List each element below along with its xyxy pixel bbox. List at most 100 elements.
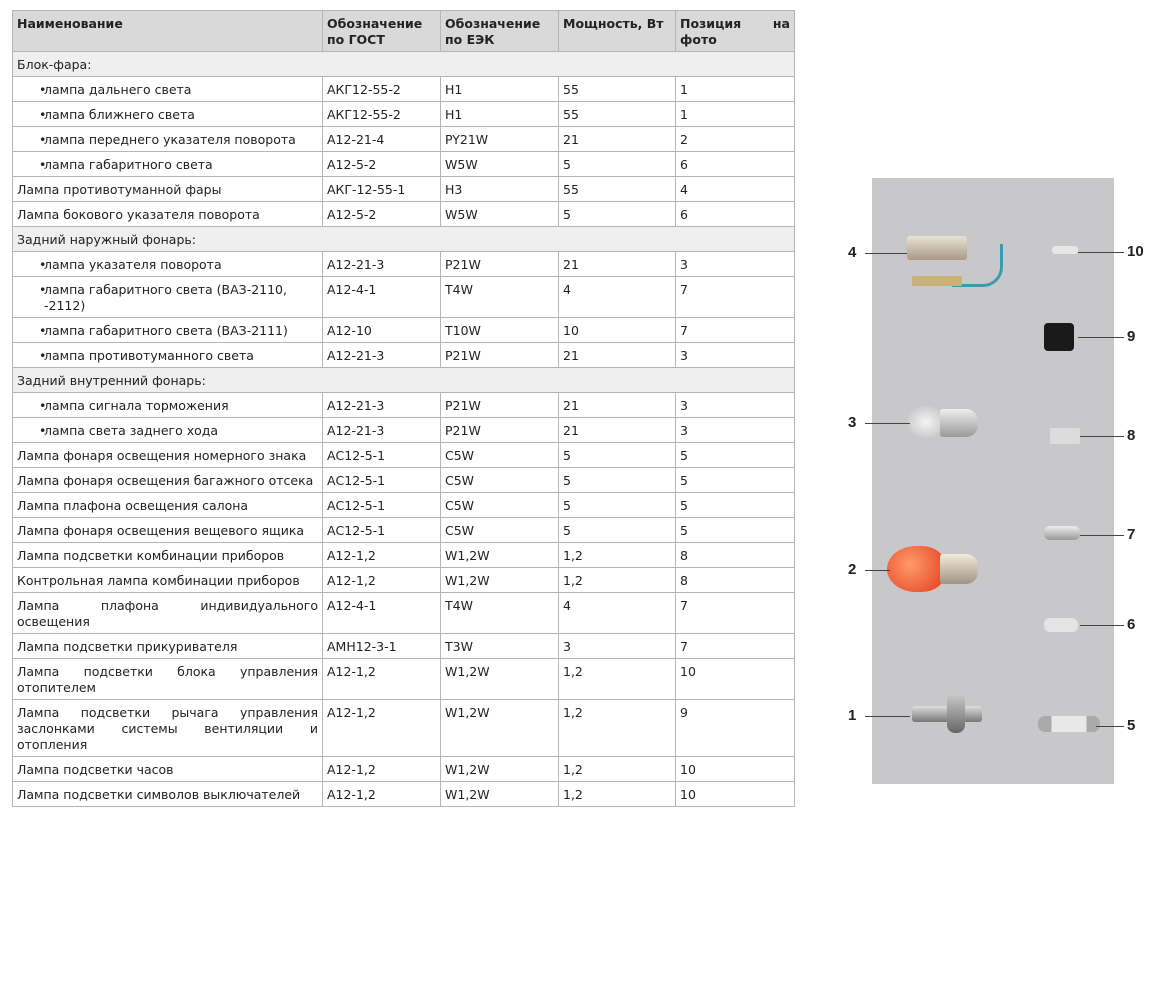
cell-power: 55 [558,76,676,102]
cell-gost: А12-21-4 [322,126,441,152]
photo-label-10: 10 [1127,243,1144,260]
cell-name-text: лампа габаритного света (ВАЗ-2110, -2112… [44,282,287,313]
cell-eek: P21W [440,417,559,443]
section-title: Блок-фара: [12,51,795,77]
cell-eek: H3 [440,176,559,202]
cell-name: лампа ближнего света [12,101,323,127]
section-title: Задний наружный фонарь: [12,226,795,252]
lamp-h1-flange [947,693,965,733]
cell-name: Лампа фонаря освещения вещевого ящика [12,517,323,543]
table-row: Лампа фонаря освещения номерного знака АС… [12,442,795,468]
cell-name: лампа дальнего света [12,76,323,102]
cell-gost: АС12-5-1 [322,492,441,518]
cell-eek: W5W [440,151,559,177]
cell-pos: 5 [675,467,795,493]
cell-power: 4 [558,276,676,318]
cell-pos: 3 [675,251,795,277]
cell-pos: 9 [675,699,795,757]
cell-name: Лампа подсветки прикуривателя [12,633,323,659]
table-row: Лампа противотуманной фары АКГ-12-55-1 H3 5… [12,176,795,202]
cell-power: 21 [558,392,676,418]
cell-gost: А12-1,2 [322,756,441,782]
cell-name-text: лампа переднего указателя поворота [44,132,296,147]
cell-eek: W1,2W [440,699,559,757]
cell-eek: H1 [440,101,559,127]
cell-power: 21 [558,342,676,368]
cell-pos: 10 [675,756,795,782]
photo-label-8: 8 [1127,427,1136,444]
table-row: лампа переднего указателя поворота А12-21… [12,126,795,152]
cell-name: лампа противотуманного света [12,342,323,368]
lamp-6-image [1044,618,1078,632]
cell-gost: А12-5-2 [322,201,441,227]
cell-pos: 3 [675,417,795,443]
cell-name-text: лампа указателя поворота [44,257,222,272]
cell-power: 1,2 [558,658,676,700]
cell-gost: А12-1,2 [322,699,441,757]
header-position: Позиция на фото [675,10,795,52]
cell-eek: W1,2W [440,542,559,568]
cell-gost: АС12-5-1 [322,442,441,468]
table-row: Контрольная лампа комбинации приборов А12… [12,567,795,593]
cell-gost: АС12-5-1 [322,517,441,543]
photo-label-2: 2 [848,561,857,578]
cell-name: лампа габаритного света (ВАЗ-2111) [12,317,323,343]
cell-pos: 8 [675,542,795,568]
cell-eek: W1,2W [440,756,559,782]
lamp-8-image [1050,428,1080,444]
cell-pos: 1 [675,101,795,127]
cell-name-text: лампа ближнего света [44,107,195,122]
cell-name: Лампа подсветки часов [12,756,323,782]
cell-power: 5 [558,517,676,543]
cell-eek: T3W [440,633,559,659]
cell-gost: А12-1,2 [322,781,441,807]
cell-eek: W1,2W [440,781,559,807]
photo-label-1: 1 [848,707,857,724]
photo-label-6: 6 [1127,616,1136,633]
cell-power: 55 [558,176,676,202]
cell-eek: P21W [440,342,559,368]
cell-power: 1,2 [558,756,676,782]
table-row: лампа габаритного света (ВАЗ-2111) А12-10… [12,317,795,343]
cell-gost: АС12-5-1 [322,467,441,493]
cell-gost: А12-4-1 [322,592,441,634]
cell-eek: PY21W [440,126,559,152]
cell-power: 1,2 [558,542,676,568]
cell-power: 1,2 [558,567,676,593]
cell-gost: А12-1,2 [322,567,441,593]
lamp-p21w-image [907,406,945,438]
cell-name: лампа габаритного света [12,151,323,177]
cell-gost: А12-21-3 [322,392,441,418]
cell-eek: W1,2W [440,567,559,593]
photo-label-3: 3 [848,414,857,431]
cell-power: 21 [558,251,676,277]
table-section-row: Задний наружный фонарь: [12,226,795,252]
cell-name-text: лампа габаритного света [44,157,213,172]
cell-pos: 7 [675,276,795,318]
cell-name: Контрольная лампа комбинации приборов [12,567,323,593]
cell-name: лампа света заднего хода [12,417,323,443]
cell-name: Лампа бокового указателя поворота [12,201,323,227]
cell-eek: C5W [440,467,559,493]
table-row: Лампа подсветки прикуривателя АМН12-3-1 T3… [12,633,795,659]
cell-name: Лампа подсветки рычага управления заслон… [12,699,323,757]
cell-pos: 10 [675,781,795,807]
table-row: Лампа подсветки комбинации приборов А12-1… [12,542,795,568]
cell-gost: А12-5-2 [322,151,441,177]
cell-name: Лампа фонаря освещения багажного отсека [12,467,323,493]
cell-gost: АМН12-3-1 [322,633,441,659]
lamp-7-image [1044,526,1080,540]
cell-gost: А12-1,2 [322,658,441,700]
lamp-9-image [1044,323,1074,351]
table-row: Лампа фонаря освещения багажного отсека А… [12,467,795,493]
cell-name: Лампа противотуманной фары [12,176,323,202]
cell-pos: 4 [675,176,795,202]
cell-pos: 5 [675,517,795,543]
cell-gost: А12-21-3 [322,251,441,277]
cell-pos: 5 [675,492,795,518]
cell-eek: P21W [440,251,559,277]
